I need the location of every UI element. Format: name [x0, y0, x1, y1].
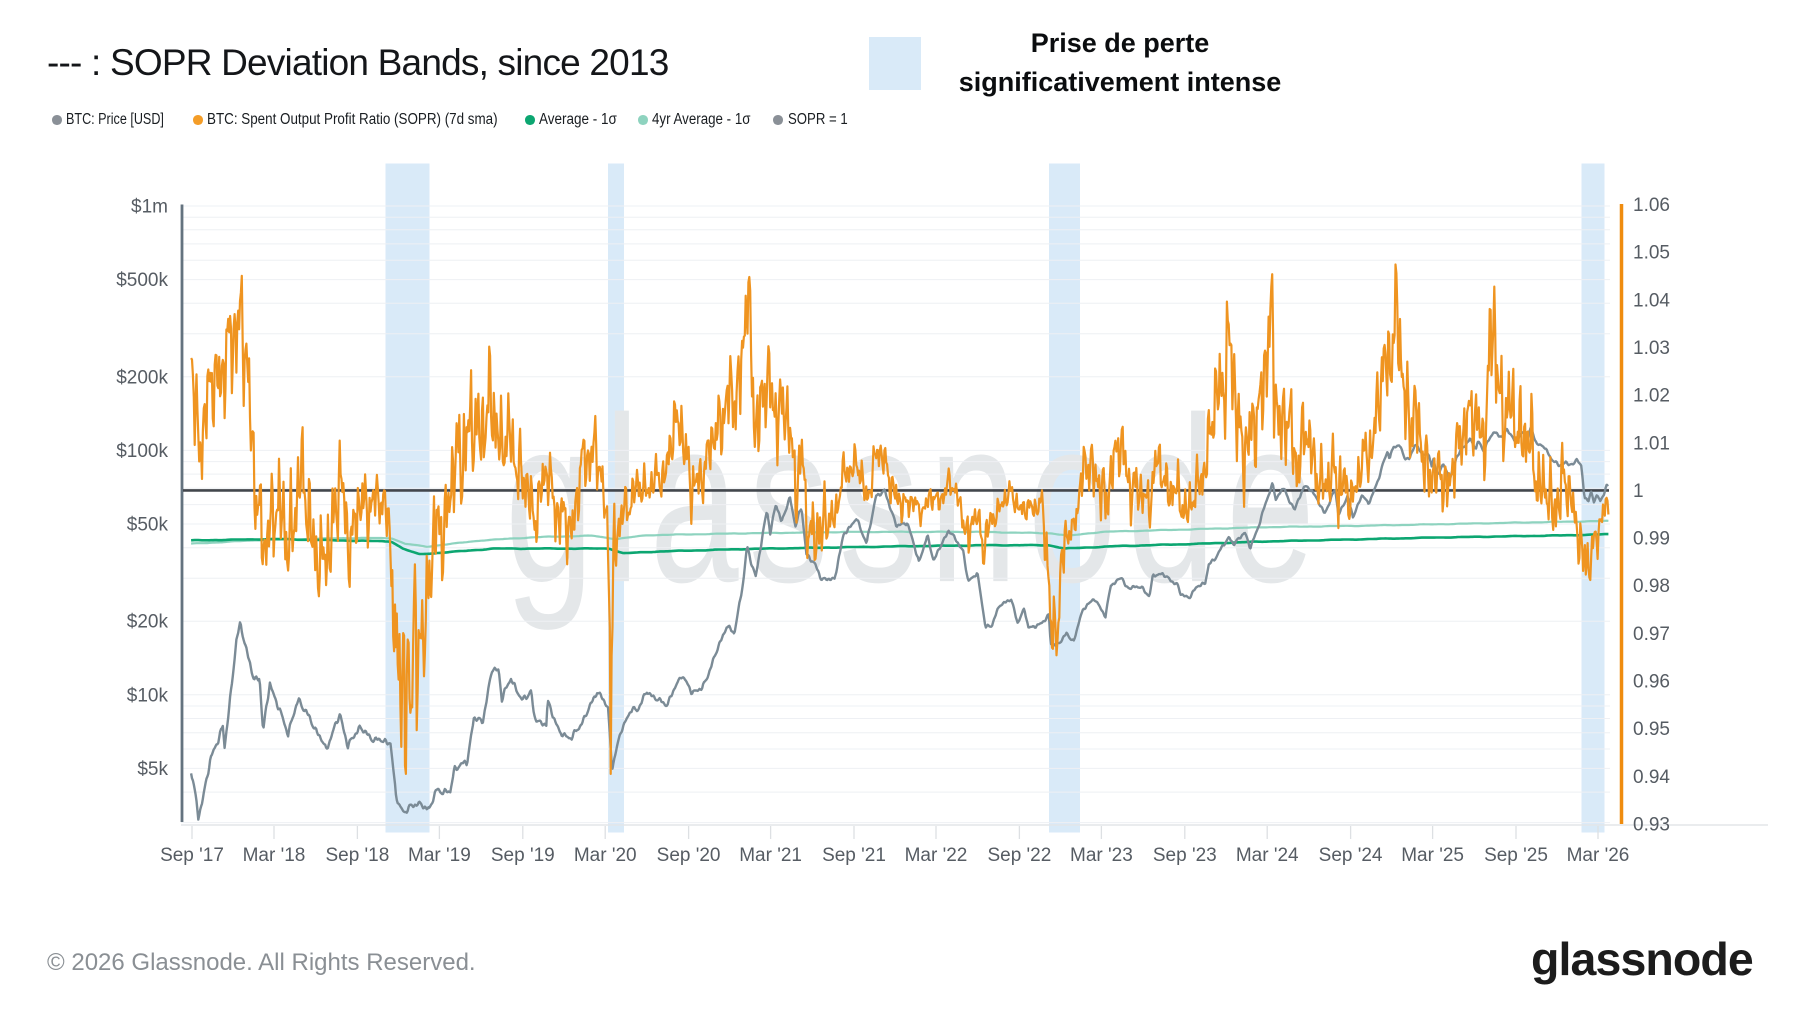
svg-text:0.93: 0.93 [1633, 814, 1670, 835]
svg-text:Mar '22: Mar '22 [905, 845, 968, 866]
svg-text:1.01: 1.01 [1633, 433, 1670, 454]
svg-text:1.05: 1.05 [1633, 243, 1670, 264]
svg-text:Sep '21: Sep '21 [822, 845, 886, 866]
svg-text:$200k: $200k [116, 367, 168, 388]
svg-text:1.02: 1.02 [1633, 386, 1670, 407]
svg-text:0.94: 0.94 [1633, 767, 1670, 788]
svg-text:Mar '19: Mar '19 [408, 845, 471, 866]
svg-text:Sep '20: Sep '20 [657, 845, 721, 866]
svg-text:$20k: $20k [127, 612, 169, 633]
svg-text:Mar '25: Mar '25 [1401, 845, 1464, 866]
svg-text:Mar '24: Mar '24 [1236, 845, 1299, 866]
svg-text:$50k: $50k [127, 515, 169, 536]
svg-text:1.03: 1.03 [1633, 338, 1670, 359]
svg-text:$5k: $5k [137, 759, 168, 780]
svg-text:Sep '19: Sep '19 [491, 845, 555, 866]
svg-text:$100k: $100k [116, 441, 168, 462]
svg-text:Sep '24: Sep '24 [1319, 845, 1383, 866]
svg-text:Mar '26: Mar '26 [1567, 845, 1630, 866]
svg-text:Sep '23: Sep '23 [1153, 845, 1217, 866]
svg-text:0.98: 0.98 [1633, 576, 1670, 597]
svg-text:Sep '22: Sep '22 [987, 845, 1051, 866]
svg-text:Sep '18: Sep '18 [325, 845, 389, 866]
svg-text:1.06: 1.06 [1633, 195, 1670, 216]
svg-text:1: 1 [1633, 481, 1644, 502]
svg-text:Sep '25: Sep '25 [1484, 845, 1548, 866]
svg-text:0.96: 0.96 [1633, 672, 1670, 693]
svg-text:$10k: $10k [127, 685, 169, 706]
svg-text:Sep '17: Sep '17 [160, 845, 224, 866]
svg-text:Mar '18: Mar '18 [243, 845, 306, 866]
svg-text:Mar '20: Mar '20 [574, 845, 637, 866]
svg-text:0.99: 0.99 [1633, 529, 1670, 550]
svg-text:0.97: 0.97 [1633, 624, 1670, 645]
svg-text:Mar '21: Mar '21 [739, 845, 802, 866]
svg-text:Mar '23: Mar '23 [1070, 845, 1133, 866]
svg-text:$500k: $500k [116, 270, 168, 291]
svg-text:0.95: 0.95 [1633, 719, 1670, 740]
svg-text:1.04: 1.04 [1633, 290, 1670, 311]
svg-text:$1m: $1m [131, 197, 168, 218]
